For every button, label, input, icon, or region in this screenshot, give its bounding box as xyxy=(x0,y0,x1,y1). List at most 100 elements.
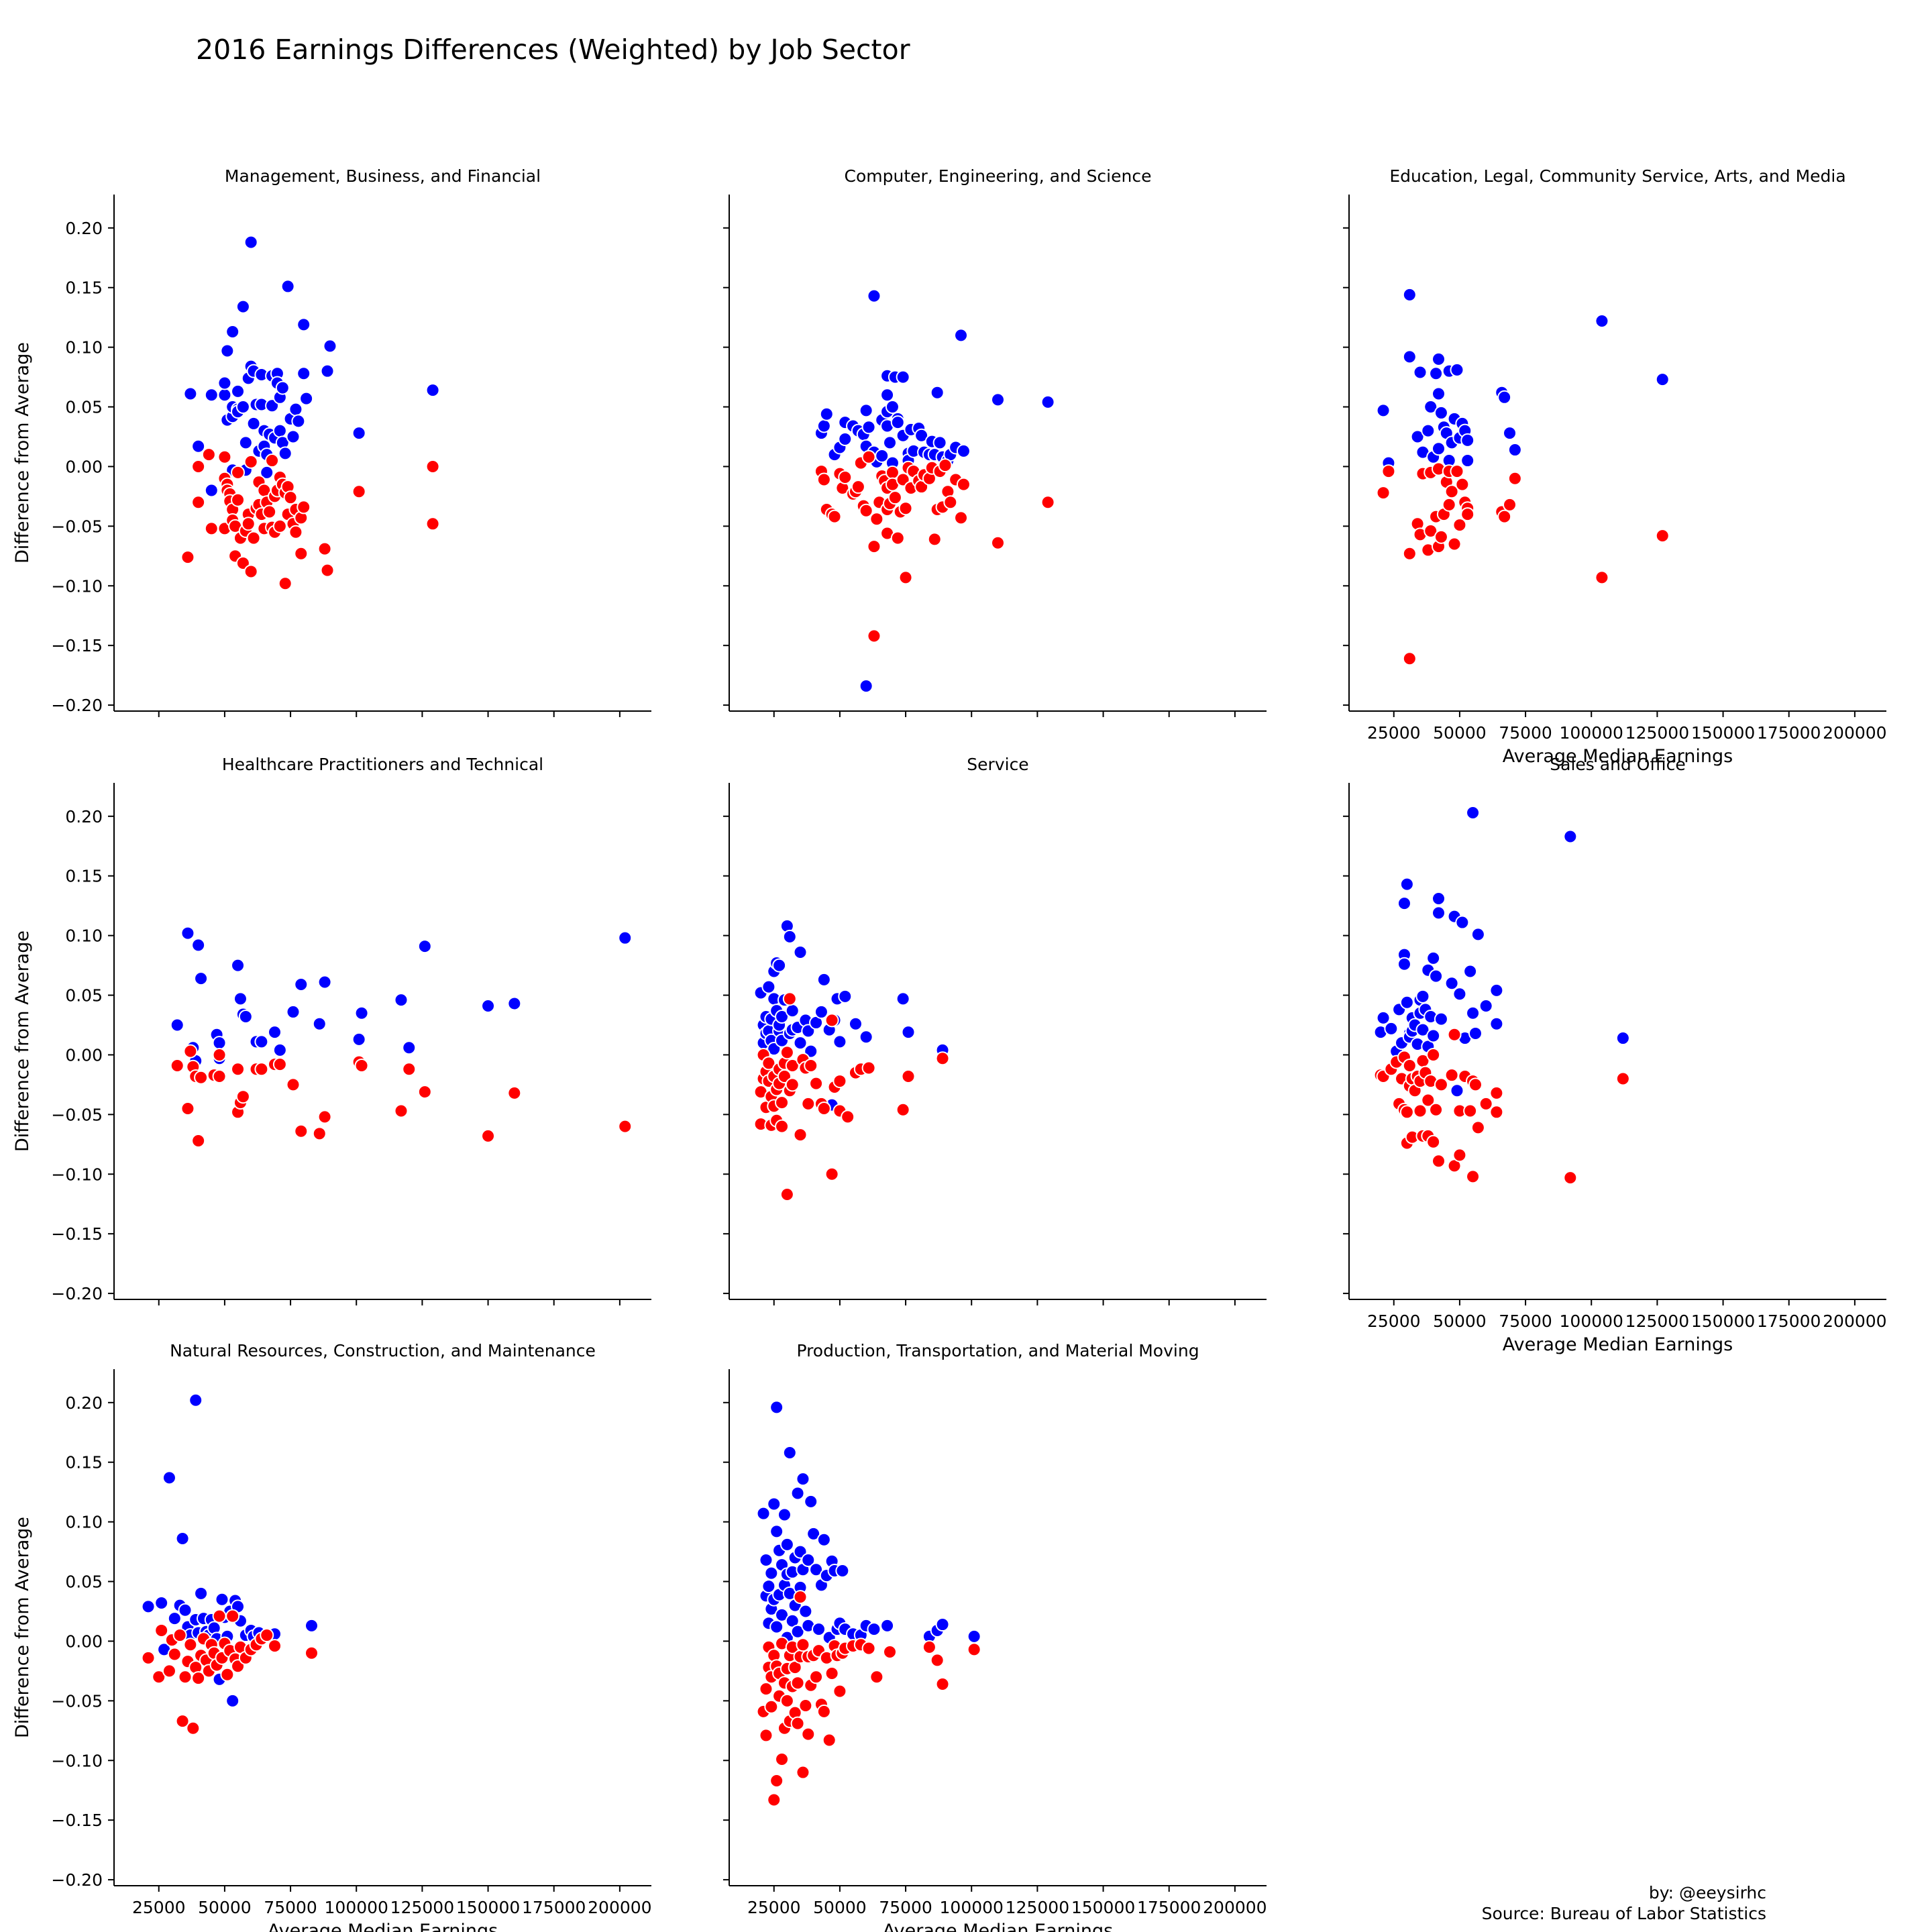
data-point xyxy=(323,339,337,354)
data-point xyxy=(780,1537,794,1552)
data-point xyxy=(769,1774,784,1788)
data-point xyxy=(867,539,881,554)
x-tick-label: 150000 xyxy=(1691,1311,1755,1331)
data-point xyxy=(954,511,969,525)
data-point xyxy=(1376,1010,1391,1025)
data-point xyxy=(769,1524,784,1539)
data-point xyxy=(1399,877,1414,892)
data-point xyxy=(180,926,195,941)
y-axis-label: Difference from Average xyxy=(12,930,33,1152)
data-point xyxy=(796,1638,810,1652)
data-point xyxy=(806,1526,821,1541)
facet-panel: Service xyxy=(723,755,1267,1305)
data-point xyxy=(154,1623,169,1638)
data-point xyxy=(809,1562,824,1577)
data-point xyxy=(1503,497,1517,512)
data-point xyxy=(1434,529,1448,544)
y-tick-label: 0.00 xyxy=(65,457,103,476)
data-point xyxy=(816,1532,831,1547)
x-tick-label: 150000 xyxy=(1691,723,1755,743)
data-point xyxy=(402,1062,417,1077)
data-point xyxy=(425,383,440,398)
data-point xyxy=(772,958,787,973)
data-point xyxy=(782,929,797,944)
data-point xyxy=(1452,518,1467,533)
data-point xyxy=(297,317,311,332)
data-point xyxy=(1040,394,1055,409)
data-point xyxy=(217,388,232,402)
data-point xyxy=(1497,509,1512,524)
x-tick-label: 50000 xyxy=(1433,723,1487,743)
data-point xyxy=(244,454,258,469)
data-point xyxy=(1432,1154,1446,1169)
data-point xyxy=(890,415,905,430)
data-point xyxy=(189,1393,203,1407)
data-point xyxy=(775,1752,790,1767)
data-point xyxy=(790,1716,805,1731)
data-point xyxy=(354,1058,369,1073)
data-point xyxy=(819,407,834,421)
y-tick-label: 0.15 xyxy=(65,1453,103,1472)
data-point xyxy=(1397,896,1411,911)
data-point xyxy=(935,1617,950,1632)
data-point xyxy=(204,388,219,402)
data-point xyxy=(1434,405,1448,420)
data-point xyxy=(191,459,206,474)
data-point xyxy=(833,1074,847,1089)
data-point xyxy=(767,1497,782,1511)
data-point xyxy=(867,1622,881,1637)
data-point xyxy=(935,1676,950,1691)
data-point xyxy=(896,370,910,384)
facet-panel: Education, Legal, Community Service, Art… xyxy=(1343,166,1887,767)
facet-title: Natural Resources, Construction, and Mai… xyxy=(170,1341,596,1360)
data-point xyxy=(231,384,246,398)
data-point xyxy=(880,1618,895,1633)
data-point xyxy=(394,993,409,1008)
facet-title: Production, Transportation, and Material… xyxy=(796,1341,1199,1360)
data-point xyxy=(317,1110,332,1124)
x-axis-label: Average Median Earnings xyxy=(1503,746,1733,767)
data-point xyxy=(220,343,235,358)
data-point xyxy=(286,1077,301,1092)
facet-title: Computer, Engineering, and Science xyxy=(845,166,1152,186)
data-point xyxy=(914,428,929,443)
data-point xyxy=(880,388,895,402)
facet-panel: Production, Transportation, and Material… xyxy=(723,1341,1267,1932)
data-point xyxy=(1399,1105,1414,1120)
data-point xyxy=(231,958,246,973)
data-point xyxy=(796,1472,810,1487)
data-point xyxy=(246,416,261,431)
x-tick-label: 100000 xyxy=(1560,1311,1623,1331)
data-point xyxy=(777,1507,792,1522)
x-tick-label: 75000 xyxy=(264,1898,317,1917)
data-point xyxy=(402,1040,417,1055)
data-point xyxy=(1429,1102,1444,1117)
y-tick-label: −0.10 xyxy=(51,1751,103,1770)
data-point xyxy=(215,1592,229,1607)
data-point xyxy=(167,1647,182,1662)
data-point xyxy=(286,429,301,444)
data-point xyxy=(162,1470,176,1485)
credit-author: by: @eeysirhc xyxy=(1648,1883,1766,1902)
data-point xyxy=(1434,1012,1448,1026)
data-point xyxy=(1402,1058,1417,1073)
facet-panel: Management, Business, and Financial −0.20… xyxy=(12,166,651,717)
data-point xyxy=(930,1653,945,1668)
data-point xyxy=(191,1671,206,1686)
data-point xyxy=(170,1058,184,1073)
data-point xyxy=(183,1044,198,1059)
data-point xyxy=(1384,1021,1399,1036)
data-point xyxy=(254,1062,269,1077)
data-point xyxy=(769,1619,784,1634)
data-point xyxy=(838,470,853,484)
data-point xyxy=(235,400,250,415)
data-point xyxy=(861,1641,876,1656)
data-point xyxy=(1447,537,1462,551)
data-point xyxy=(833,1034,847,1049)
x-tick-label: 175000 xyxy=(1757,723,1821,743)
data-point xyxy=(1426,1028,1441,1043)
data-point xyxy=(141,1650,156,1665)
data-point xyxy=(1595,313,1609,328)
data-point xyxy=(769,1400,784,1415)
data-point xyxy=(212,1047,227,1062)
